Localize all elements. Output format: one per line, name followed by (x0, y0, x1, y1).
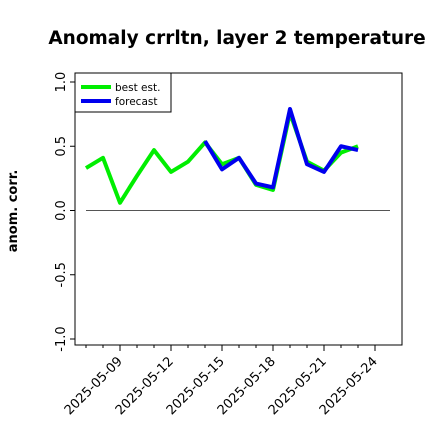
legend-label-forecast: forecast (115, 96, 157, 108)
chart-title: Anomaly crrltn, layer 2 temperature (48, 28, 425, 49)
legend-box (74, 72, 172, 113)
series-layer (84, 106, 359, 205)
legend-label-best-est: best est. (115, 82, 160, 94)
y-tick-label: 0.0 (54, 200, 69, 221)
y-axis-label: anom. corr. (6, 170, 21, 253)
y-tick-label: 0.5 (54, 136, 69, 157)
plot-area (74, 72, 403, 346)
series-line-forecast (203, 106, 359, 190)
y-ticks: -1.0 -0.5 0.0 0.5 1.0 (54, 72, 75, 352)
x-ticks: 2025-05-092025-05-122025-05-152025-05-18… (62, 345, 381, 418)
y-tick-label: -0.5 (54, 262, 69, 287)
legend: best est. forecast (74, 72, 172, 113)
series-line-best-est (84, 110, 359, 205)
y-tick-label: -1.0 (54, 326, 69, 351)
y-tick-label: 1.0 (54, 72, 69, 93)
